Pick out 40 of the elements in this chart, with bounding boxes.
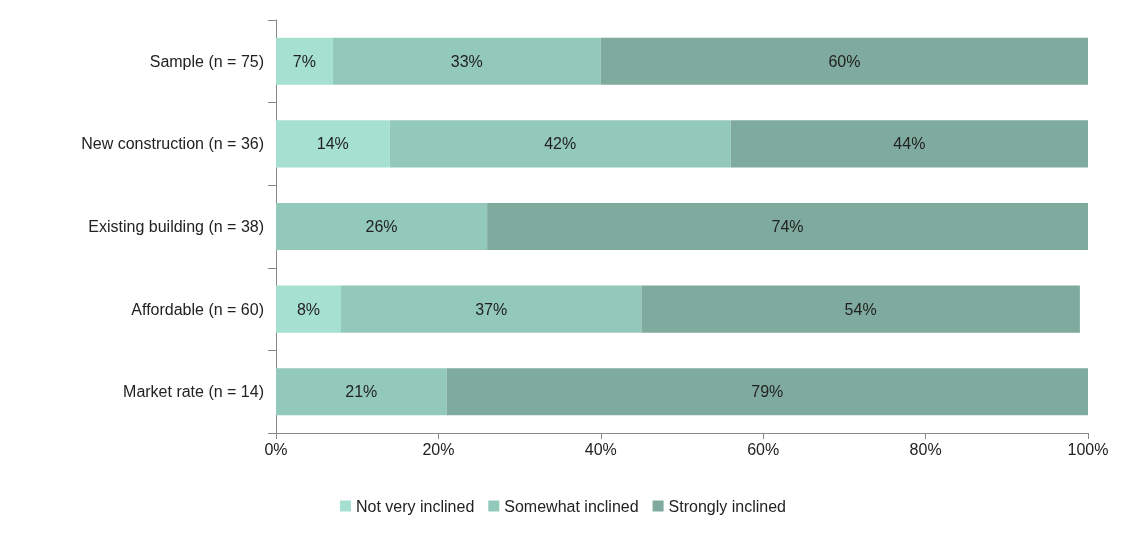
bar [276,120,390,168]
bar [276,285,341,333]
bar [730,120,1088,168]
x-tick-label: 0% [264,440,288,458]
legend-label: Not very inclined [356,497,475,515]
bar [389,120,731,168]
data-label: 44% [893,135,926,153]
bar [446,368,1088,416]
legend-label: Somewhat inclined [504,497,639,515]
x-tick-label: 20% [422,440,455,458]
y-tick-label: Market rate (n = 14) [123,383,264,401]
x-tick-label: 100% [1067,440,1109,458]
bar [276,37,333,85]
bar [641,285,1080,333]
bar [600,37,1088,85]
data-label: 26% [365,218,398,235]
data-label: 21% [345,383,378,401]
data-label: 60% [828,52,861,70]
data-label: 14% [316,135,349,153]
y-tick-label: Affordable (n = 60) [131,300,264,318]
bar [276,202,488,251]
data-label: 74% [771,218,804,235]
data-label: 7% [292,52,316,70]
bar [340,285,642,333]
data-label: 33% [450,52,483,70]
data-label: 8% [296,300,321,318]
x-tick-label: 60% [747,440,780,458]
y-tick-label: Sample (n = 75) [149,52,264,70]
x-tick-label: 40% [584,440,617,458]
y-tick-label: New construction (n = 36) [81,135,264,153]
data-label: 42% [544,135,577,153]
legend-label: Strongly inclined [668,497,786,515]
bar [487,202,1088,251]
data-label: 37% [475,300,508,318]
data-label: 79% [751,383,784,401]
y-tick-label: Existing building (n = 38) [88,218,264,235]
bar [276,368,447,416]
bar [332,37,601,85]
x-tick-label: 80% [909,440,942,458]
data-label: 54% [844,300,877,318]
